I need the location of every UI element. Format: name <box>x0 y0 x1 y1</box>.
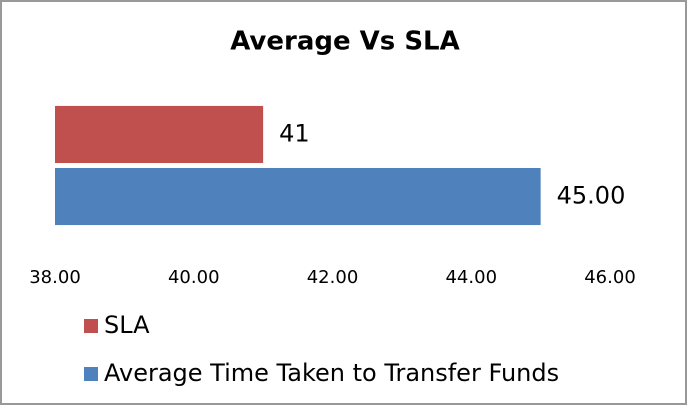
bar <box>55 105 264 164</box>
data-label: 41 <box>279 119 310 147</box>
data-label: 45.00 <box>557 182 626 210</box>
bar <box>55 167 541 226</box>
x-tick-label: 42.00 <box>307 267 359 288</box>
legend-label: SLA <box>104 311 150 339</box>
legend-label: Average Time Taken to Transfer Funds <box>104 359 559 387</box>
chart-title: Average Vs SLA <box>230 27 460 57</box>
x-tick-label: 44.00 <box>445 267 497 288</box>
x-tick-label: 38.00 <box>29 267 81 288</box>
x-tick-label: 46.00 <box>584 267 636 288</box>
x-tick-label: 40.00 <box>168 267 220 288</box>
legend-swatch <box>84 367 98 381</box>
legend-swatch <box>84 319 98 333</box>
